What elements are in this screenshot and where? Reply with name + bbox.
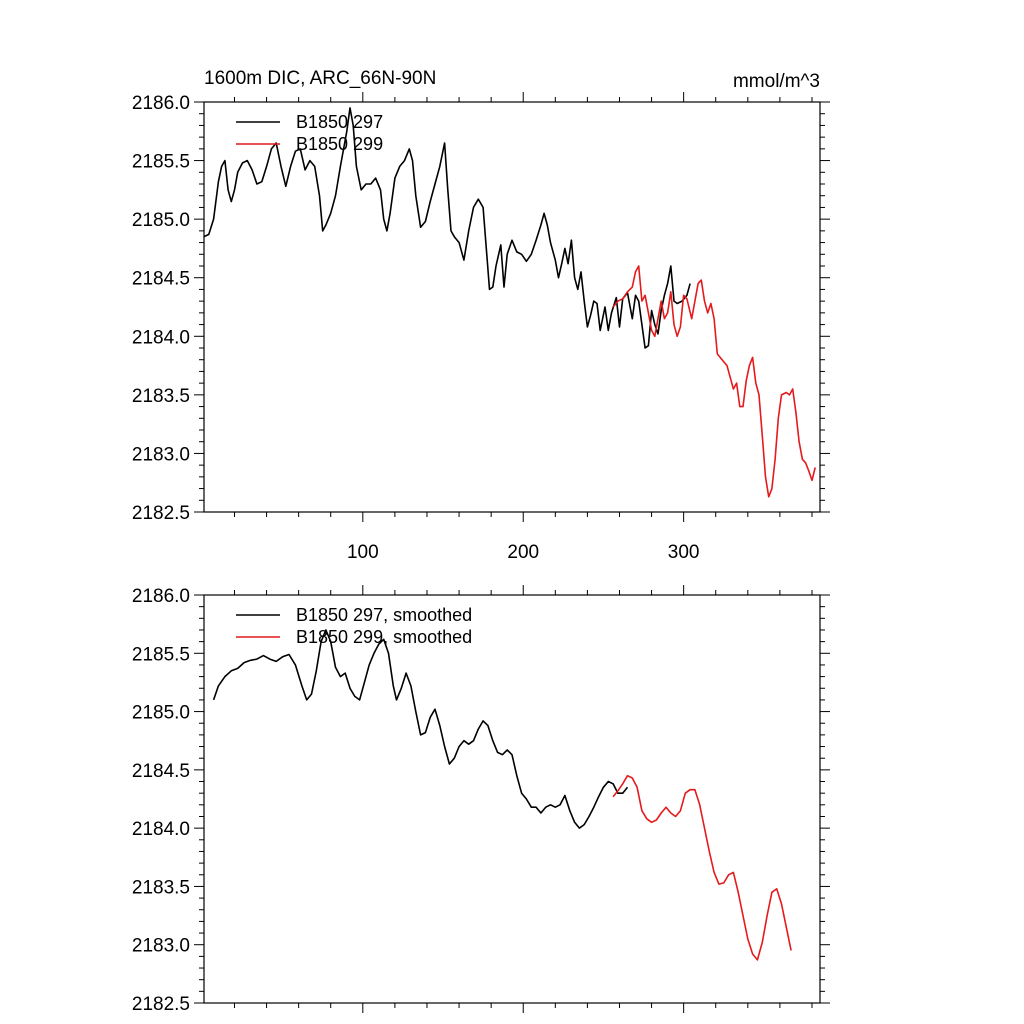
plot-frame <box>203 594 821 1004</box>
y-tick-label: 2186.0 <box>132 586 190 607</box>
x-tick-label: 100 <box>347 542 379 563</box>
y-tick-label: 2183.5 <box>132 877 190 898</box>
series-line <box>203 107 691 349</box>
top-panel: 2182.5 2183.0 2183.5 2184.0 2184.5 2185.0 2185… <box>132 92 830 563</box>
plot-frame <box>203 101 821 513</box>
x-tick-label: 200 <box>507 542 539 563</box>
chart-title: 1600m DIC, ARC_66N-90N <box>204 68 436 89</box>
y-tick-label: 2185.5 <box>132 152 190 173</box>
x-axis <box>233 585 813 1013</box>
y-tick-label: 2184.5 <box>132 269 190 290</box>
legend-label: B1850 299 <box>296 134 383 154</box>
y-tick-label: 2185.0 <box>132 210 190 231</box>
x-axis: 100 200 300 <box>233 92 813 563</box>
y-tick-label: 2186.0 <box>132 93 190 114</box>
y-tick-label: 2185.5 <box>132 644 190 665</box>
y-tick-label: 2184.0 <box>132 819 190 840</box>
units-label: mmol/m^3 <box>733 71 820 92</box>
y-axis: 2182.5 2183.0 2183.5 2184.0 2184.5 2185.0 2185… <box>132 93 830 524</box>
y-tick-label: 2184.5 <box>132 761 190 782</box>
y-tick-label: 2183.5 <box>132 386 190 407</box>
legend-label: B1850 297 <box>296 112 383 132</box>
x-tick-label: 300 <box>668 542 700 563</box>
series-layer <box>203 107 816 498</box>
bottom-panel: 2182.5 2183.0 2183.5 2184.0 2184.5 2185.0 2185… <box>132 585 830 1015</box>
legend-label: B1850 297, smoothed <box>296 605 472 625</box>
y-tick-label: 2182.5 <box>132 994 190 1015</box>
y-tick-label: 2183.0 <box>132 936 190 957</box>
legend-label: B1850 299, smoothed <box>296 627 472 647</box>
series-line <box>612 265 816 498</box>
y-tick-label: 2182.5 <box>132 503 190 524</box>
series-layer <box>212 629 792 961</box>
y-tick-label: 2185.0 <box>132 703 190 724</box>
series-line <box>612 774 792 961</box>
series-line <box>212 629 629 829</box>
y-axis: 2182.5 2183.0 2183.5 2184.0 2184.5 2185.0 2185… <box>132 586 830 1015</box>
y-tick-label: 2184.0 <box>132 327 190 348</box>
y-tick-label: 2183.0 <box>132 444 190 465</box>
